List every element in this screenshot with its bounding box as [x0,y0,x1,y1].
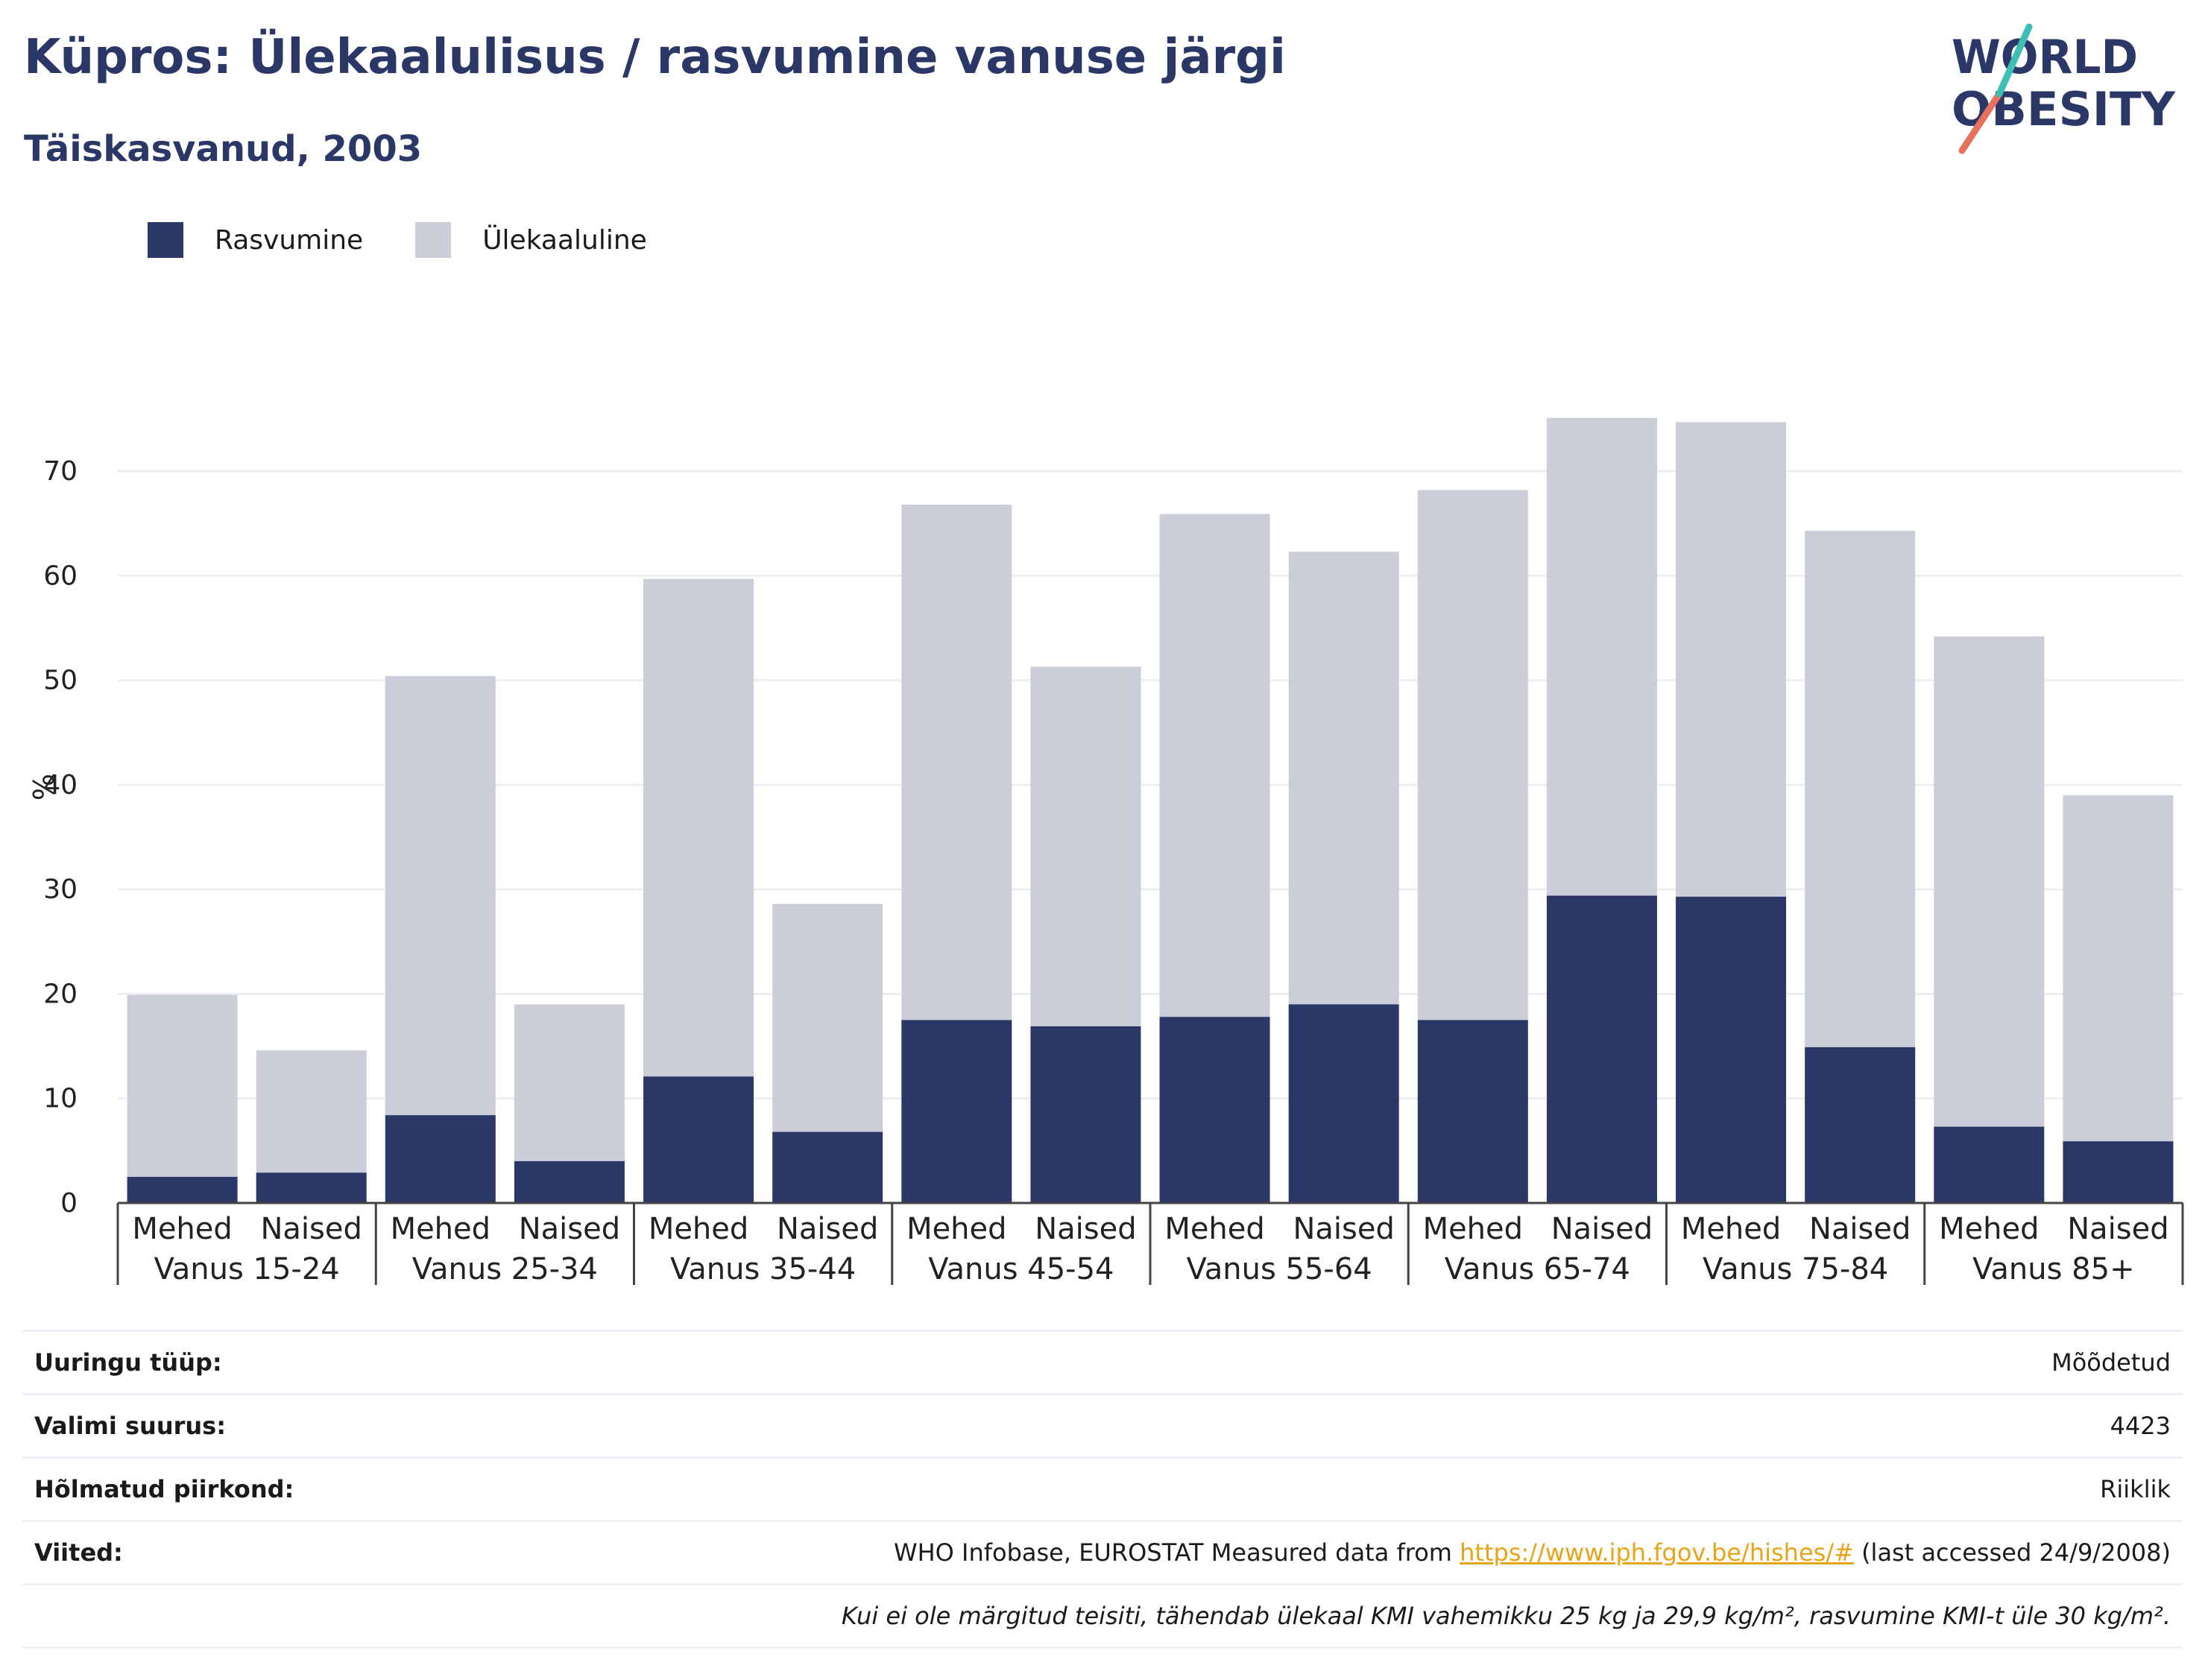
bar-overweight [1159,514,1270,1017]
x-tick-label-sex: Naised [1035,1212,1136,1246]
x-tick-label-sex: Naised [1809,1212,1911,1246]
x-group-label: Vanus 55-64 [1186,1252,1372,1286]
bar-obesity [1934,1126,2045,1203]
references-prefix: WHO Infobase, EUROSTAT Measured data fro… [893,1538,1452,1567]
legend-label-obesity: Rasvumine [215,224,364,256]
bar-overweight [1288,552,1399,1005]
page-title: Küpros: Ülekaalulisus / rasvumine vanuse… [24,30,1286,85]
bar-obesity [1546,895,1657,1203]
bar-overweight [127,994,238,1177]
x-group-label: Vanus 65-74 [1445,1252,1630,1286]
info-row-region: Hõlmatud piirkond: Riiklik [22,1456,2183,1520]
chart-legend: Rasvumine Ülekaaluline [148,222,692,258]
bar-overweight [772,903,883,1132]
survey-type-value: Mõõdetud [2051,1348,2171,1377]
bar-overweight [1676,422,1787,897]
bar-overweight [1934,636,2045,1127]
y-axis-label: % [28,774,60,800]
info-row-note: Kui ei ole märgitud teisiti, tähendab ül… [22,1583,2183,1649]
x-group-label: Vanus 85+ [1972,1252,2134,1286]
x-tick-label-sex: Mehed [1164,1212,1264,1246]
bar-obesity [643,1076,754,1203]
x-tick-label-sex: Mehed [649,1212,748,1246]
bar-overweight [2063,795,2174,1142]
sample-size-value: 4423 [2110,1412,2171,1440]
bar-overweight [1030,666,1141,1026]
y-tick-label: 60 [43,560,78,591]
bar-overweight [1417,490,1528,1020]
survey-info-table: Uuringu tüüp: Mõõdetud Valimi suurus: 44… [22,1330,2183,1649]
y-tick-label: 10 [43,1084,78,1114]
y-tick-label: 40 [43,770,78,800]
x-tick-label-sex: Mehed [1423,1212,1523,1246]
bar-overweight [256,1050,367,1173]
references-link[interactable]: https://www.iph.fgov.be/hishes/# [1460,1538,1854,1567]
legend-swatch-overweight [415,222,452,258]
x-tick-label-sex: Naised [2067,1212,2168,1246]
info-row-sample-size: Valimi suurus: 4423 [22,1393,2183,1456]
region-value: Riiklik [2100,1475,2171,1503]
legend-item-obesity: Rasvumine [148,222,363,258]
x-tick-label-sex: Mehed [391,1212,490,1246]
bar-obesity [1805,1047,1916,1203]
y-tick-label: 0 [60,1188,78,1219]
x-tick-label-sex: Naised [1293,1212,1394,1246]
bar-obesity [256,1172,367,1203]
legend-swatch-obesity [148,222,183,258]
x-group-label: Vanus 35-44 [670,1252,856,1286]
y-tick-label: 30 [43,874,78,905]
page-subtitle: Täiskasvanud, 2003 [24,128,423,170]
x-tick-label-sex: Mehed [1681,1212,1781,1246]
bar-obesity [1676,897,1787,1203]
bar-obesity [385,1115,496,1203]
stacked-bar-chart: 0 10 20 30 40 50 60 70% Mehed Naised Mehed Naised Me… [28,417,2184,1286]
x-tick-label-sex: Mehed [132,1212,232,1246]
info-row-references: Viited: WHO Infobase, EUROSTAT Measured … [22,1520,2183,1583]
svg-text:WORLD: WORLD [1952,30,2138,84]
bar-obesity [1417,1020,1528,1203]
legend-item-overweight: Ülekaaluline [415,222,647,258]
bar-obesity [772,1131,883,1203]
bar-overweight [1805,531,1916,1048]
info-row-survey-type: Uuringu tüüp: Mõõdetud [22,1330,2183,1393]
definition-note: Kui ei ole märgitud teisiti, tähendab ül… [841,1602,2171,1630]
bar-obesity [127,1176,238,1203]
x-tick-label-sex: Naised [777,1212,878,1246]
bar-overweight [901,505,1012,1020]
bar-overweight [385,676,496,1116]
y-tick-label: 20 [43,979,78,1009]
y-tick-label: 50 [43,666,78,696]
bar-obesity [901,1020,1012,1203]
survey-type-label: Uuringu tüüp: [34,1348,222,1377]
references-value: WHO Infobase, EUROSTAT Measured data fro… [894,1538,2183,1567]
x-group-label: Vanus 25-34 [412,1252,598,1286]
region-label: Hõlmatud piirkond: [34,1475,294,1503]
world-obesity-logo: WORLD OBESITY [1952,23,2176,154]
bar-overweight [1546,417,1657,896]
x-group-label: Vanus 75-84 [1703,1252,1888,1286]
x-tick-label-sex: Naised [519,1212,620,1246]
references-suffix: (last accessed 24/9/2008) [1861,1538,2171,1567]
bar-obesity [1030,1026,1141,1203]
bar-obesity [1288,1004,1399,1203]
bar-obesity [1159,1017,1270,1203]
bar-obesity [2063,1141,2174,1203]
x-group-label: Vanus 45-54 [928,1252,1114,1286]
bar-obesity [514,1160,625,1203]
references-label: Viited: [34,1538,123,1567]
bar-overweight [643,578,754,1077]
x-tick-label-sex: Mehed [1939,1212,2039,1246]
sample-size-label: Valimi suurus: [34,1412,227,1440]
x-tick-label-sex: Naised [1551,1212,1653,1246]
y-tick-label: 70 [43,456,78,487]
legend-label-overweight: Ülekaaluline [482,224,647,256]
x-tick-label-sex: Naised [260,1212,362,1246]
x-tick-label-sex: Mehed [906,1212,1006,1246]
x-group-label: Vanus 15-24 [154,1252,339,1286]
bar-overweight [514,1004,625,1161]
